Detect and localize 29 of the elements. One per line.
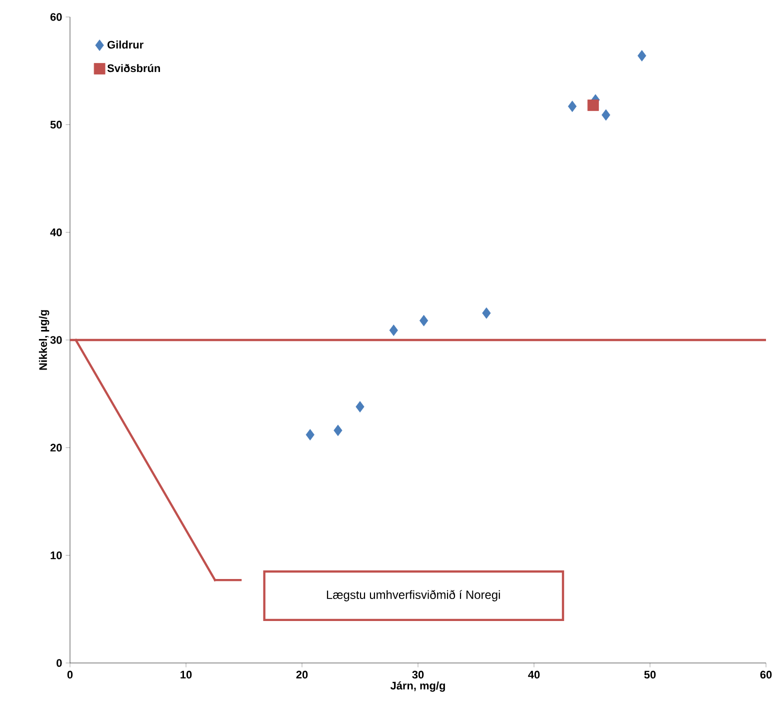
y-tick-label: 40 xyxy=(50,228,62,236)
point xyxy=(389,324,398,336)
x-tick-label: 10 xyxy=(180,670,192,679)
point xyxy=(587,100,599,111)
y-tick-label: 50 xyxy=(50,120,62,129)
y-axis-title: Nikkel, µg/g xyxy=(38,310,50,370)
x-tick-label: 50 xyxy=(644,670,656,679)
annotation: Lægstu umhverfisviðmið í Noregi xyxy=(326,590,500,602)
y-tick-label: 20 xyxy=(50,444,62,452)
y-tick-label: 10 xyxy=(50,551,62,560)
legend-label: Sviðsbrún xyxy=(107,64,160,72)
point xyxy=(482,307,491,319)
point xyxy=(568,100,577,112)
y-tick-label: 30 xyxy=(50,336,62,344)
y-tick-label: 60 xyxy=(50,13,62,21)
x-tick-label: 20 xyxy=(296,670,308,679)
legend-label: Gildrur xyxy=(108,40,144,49)
point xyxy=(638,50,646,62)
x-tick-label: 40 xyxy=(528,670,540,679)
x-tick-label: 0 xyxy=(67,670,73,679)
x-axis-title: Járn, mg/g xyxy=(390,681,445,692)
x-tick-label: 30 xyxy=(412,670,424,679)
x-tick-label: 60 xyxy=(760,670,772,679)
y-tick-label: 0 xyxy=(56,659,62,667)
point xyxy=(602,109,610,121)
point xyxy=(334,424,342,436)
point xyxy=(306,429,314,440)
point xyxy=(419,314,428,326)
point xyxy=(356,401,364,412)
